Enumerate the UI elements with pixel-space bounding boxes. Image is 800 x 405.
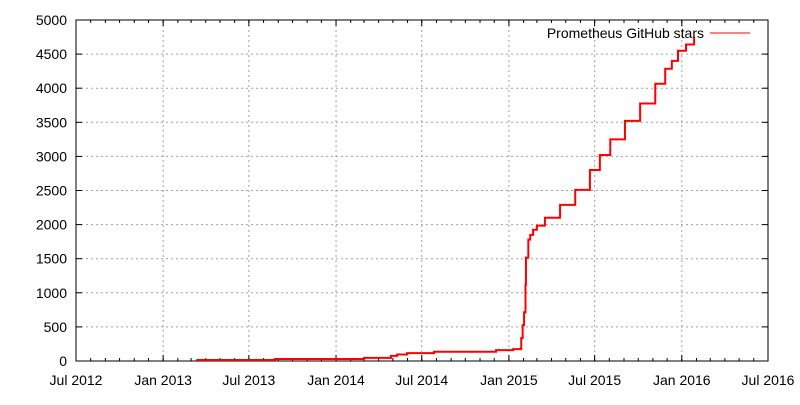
x-tick-label: Jul 2013	[222, 372, 275, 388]
data-point	[363, 357, 365, 359]
legend-label: Prometheus GitHub stars	[547, 25, 704, 41]
data-point	[654, 82, 657, 85]
x-tick-label: Jan 2015	[480, 372, 538, 388]
x-tick-label: Jul 2014	[395, 372, 448, 388]
data-point	[624, 120, 626, 122]
data-point	[524, 283, 527, 286]
data-point	[677, 49, 679, 52]
plot-border	[75, 19, 769, 362]
data-point	[544, 216, 546, 219]
data-point	[406, 352, 408, 354]
y-tick-label: 3500	[36, 114, 67, 130]
y-tick-label: 500	[44, 319, 68, 335]
data-point	[559, 204, 561, 206]
data-point	[609, 138, 612, 141]
data-point	[693, 36, 695, 38]
y-tick-label: 2000	[36, 217, 67, 233]
data-point	[396, 353, 398, 356]
data-point	[589, 169, 591, 171]
data-point	[523, 311, 525, 314]
data-point	[433, 350, 435, 353]
data-point	[390, 355, 392, 357]
y-tick-label: 3000	[36, 148, 67, 164]
data-point	[527, 238, 530, 241]
data-point	[195, 359, 198, 361]
data-point	[664, 67, 667, 70]
data-point	[525, 256, 527, 259]
data-point	[495, 349, 497, 351]
data-point	[639, 102, 641, 105]
data-point	[512, 348, 514, 350]
legend: Prometheus GitHub stars	[547, 25, 750, 41]
y-tick-label: 4000	[36, 80, 67, 96]
y-tick-label: 4500	[36, 46, 67, 62]
x-tick-label: Jan 2016	[653, 372, 711, 388]
y-tick-label: 1500	[36, 251, 67, 267]
series	[195, 36, 696, 361]
data-point	[532, 228, 534, 231]
data-point	[529, 234, 532, 236]
y-tick-label: 2500	[36, 183, 67, 199]
data-point	[685, 43, 687, 46]
data-point	[521, 324, 524, 326]
data-point	[536, 224, 538, 227]
x-tick-label: Jul 2016	[742, 372, 795, 388]
data-point	[671, 60, 673, 62]
y-tick-label: 0	[59, 353, 67, 369]
data-point	[520, 337, 523, 339]
grid	[76, 20, 768, 361]
y-tick-label: 5000	[36, 12, 67, 28]
data-point	[274, 358, 276, 360]
y-tick-label: 1000	[36, 285, 67, 301]
x-tick-label: Jul 2012	[50, 372, 103, 388]
axes: 0 500 1000 1500 2000 2500 3000 3500 4000 4500 5000…	[36, 12, 795, 388]
x-tick-label: Jan 2014	[307, 372, 365, 388]
data-point	[599, 154, 601, 156]
series-line	[196, 37, 696, 361]
x-tick-label: Jan 2013	[134, 372, 192, 388]
data-point	[574, 189, 577, 191]
x-tick-label: Jul 2015	[568, 372, 621, 388]
